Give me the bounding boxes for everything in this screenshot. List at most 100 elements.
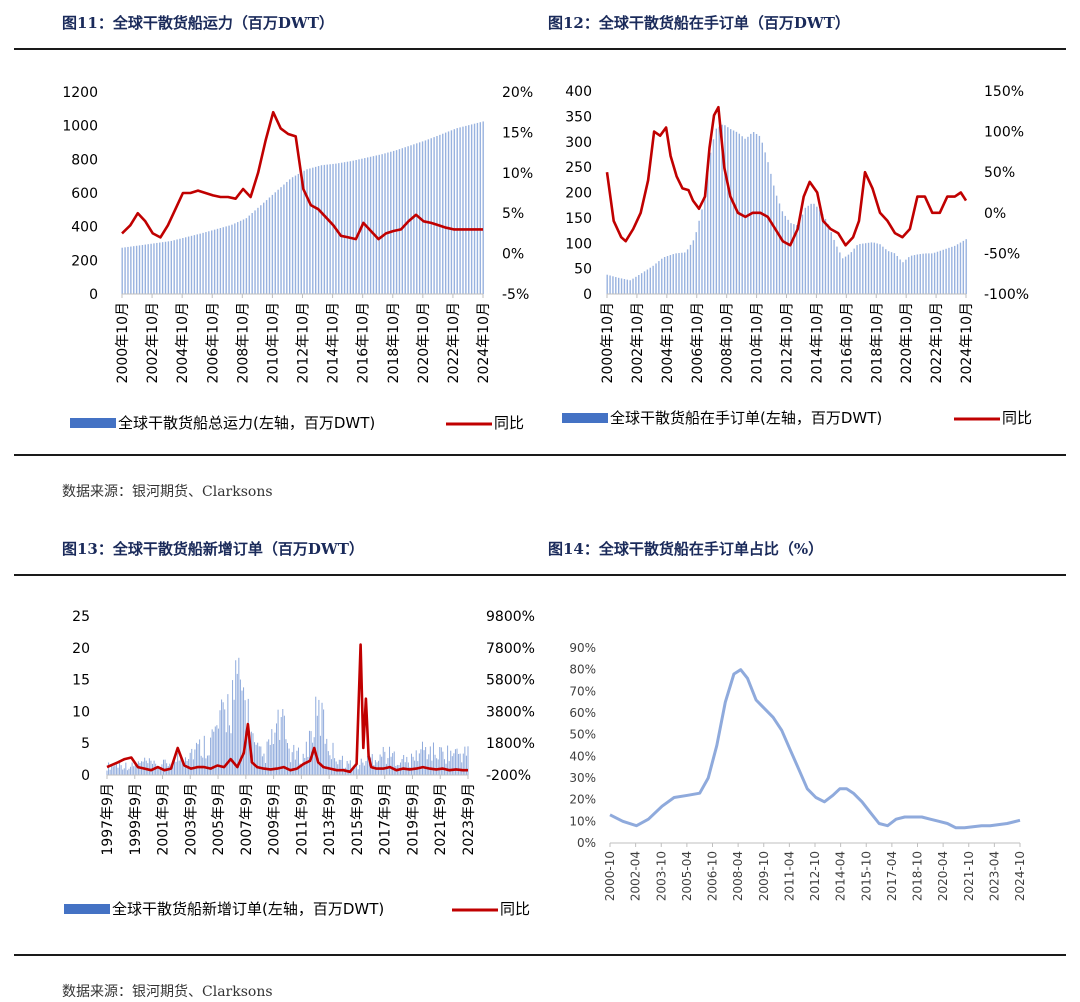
fig12-bar [813, 203, 815, 294]
fig13-bar [225, 732, 227, 775]
fig11-bar [222, 227, 224, 294]
fig12-bar [649, 267, 651, 294]
fig12-bar [945, 248, 947, 294]
fig12-bar [678, 253, 680, 294]
fig13-bar [213, 731, 215, 775]
fig12-bar [778, 203, 781, 294]
fig14-xtick: 2024-10 [1013, 851, 1027, 901]
top-rule [14, 48, 1066, 50]
fig13-bar [276, 723, 278, 775]
fig12-bar [939, 250, 942, 294]
fig12-bar [890, 252, 893, 294]
fig12-xtick: 2004年10月 [660, 302, 676, 383]
fig11-bar [320, 165, 323, 294]
fig13-ytick-left: 0 [81, 768, 90, 784]
fig11-bar [476, 122, 479, 294]
fig13-bar [381, 756, 383, 775]
fig13-bar [199, 739, 201, 775]
fig13-bar [425, 747, 427, 775]
fig13-bar [415, 750, 417, 775]
fig11-bar [190, 235, 193, 294]
fig13-bar [406, 756, 408, 775]
fig13-bar [260, 746, 262, 775]
fig12-bar [675, 253, 677, 294]
fig13-bar [451, 756, 453, 775]
fig12-bar [804, 207, 807, 294]
fig13-xtick: 2017年9月 [378, 783, 394, 856]
fig13-bar [279, 739, 281, 775]
fig11-bar [343, 162, 346, 294]
fig11-bar [277, 189, 279, 294]
fig11-bar [369, 156, 372, 294]
fig12-bar [666, 256, 669, 294]
fig13-bar [170, 767, 172, 775]
fig12-bar [873, 242, 875, 294]
fig13-bar [307, 756, 309, 775]
fig12-bar [612, 276, 614, 294]
fig12-ytick-left: 250 [565, 160, 592, 176]
fig13-bar [126, 770, 128, 775]
fig11-bar [248, 215, 250, 294]
fig13-bar [321, 702, 323, 775]
fig11-bar [208, 231, 210, 294]
fig11-bar [144, 244, 147, 294]
fig11-bar [133, 246, 135, 294]
fig13-bar [144, 757, 146, 775]
fig13-bar [216, 725, 218, 775]
fig12-bar [663, 257, 666, 294]
fig13-bar [442, 751, 444, 775]
fig12-ytick-right: 100% [984, 125, 1024, 141]
fig13-bar [315, 696, 317, 775]
fig13-bar [219, 710, 221, 775]
fig13-bar [208, 755, 210, 775]
fig13-bar [319, 735, 321, 775]
fig12-ytick-right: 150% [984, 84, 1024, 100]
fig12-bar [882, 246, 884, 294]
fig12-bar [638, 275, 640, 294]
fig12-bar [721, 124, 723, 294]
fig13-bar [119, 762, 121, 775]
fig13-bar [310, 731, 312, 775]
fig13-bar [382, 746, 384, 775]
fig11-bar [442, 133, 444, 294]
fig12-bar [609, 275, 611, 294]
fig13-bar [268, 739, 270, 775]
fig11-title: 图11：全球干散货船运力（百万DWT） [62, 14, 334, 32]
fig13-bar [363, 765, 365, 775]
fig11-ytick-left: 1000 [62, 119, 98, 135]
fig13-bar [266, 741, 268, 775]
fig13-ytick-right: 3800% [486, 704, 535, 720]
fig13-bar [206, 755, 208, 775]
fig14-title: 图14：全球干散货船在手订单占比（%） [548, 540, 824, 558]
fig13-bar [194, 749, 196, 775]
fig13-bar [462, 753, 464, 775]
fig12-bar [902, 262, 904, 294]
fig11-bar [332, 163, 334, 294]
fig11-bar [309, 168, 311, 294]
fig11-bar [141, 244, 144, 294]
source-bottom: 数据来源：银河期货、Clarksons [62, 984, 273, 1000]
fig11-bar [306, 169, 308, 294]
fig13-bar [401, 759, 403, 775]
fig14-chart: 0% 10% 20% 30% 40% 50% 60% 70% 80% 90% 2000-10 2002… [548, 630, 1053, 930]
fig13-bar [189, 752, 191, 775]
fig12-bar [770, 173, 772, 294]
fig13-bar [403, 754, 405, 775]
fig11-bar [439, 134, 441, 294]
fig11-bar [314, 166, 317, 294]
fig11-bar [381, 154, 383, 294]
fig12-bar [681, 252, 683, 294]
fig11-chart: 0 200 400 600 800 1000 1200 -5% 0% 5% 10% 15% 20% 200… [50, 78, 535, 448]
fig14-ytick: 60% [569, 706, 596, 720]
fig12-ytick-right: 50% [984, 165, 1015, 181]
fig13-bar [316, 715, 318, 775]
fig12-bar [790, 223, 792, 294]
fig11-bar [401, 148, 404, 294]
fig13-legend-bar-label: 全球干散货船新增订单(左轴，百万DWT) [112, 900, 384, 918]
fig13-bar [459, 753, 461, 775]
fig13-bar [200, 755, 202, 775]
fig13-title: 图13：全球干散货船新增订单（百万DWT） [62, 540, 364, 558]
fig11-bar [245, 218, 248, 294]
fig11-bar [138, 245, 141, 294]
fig13-bar [181, 761, 183, 775]
